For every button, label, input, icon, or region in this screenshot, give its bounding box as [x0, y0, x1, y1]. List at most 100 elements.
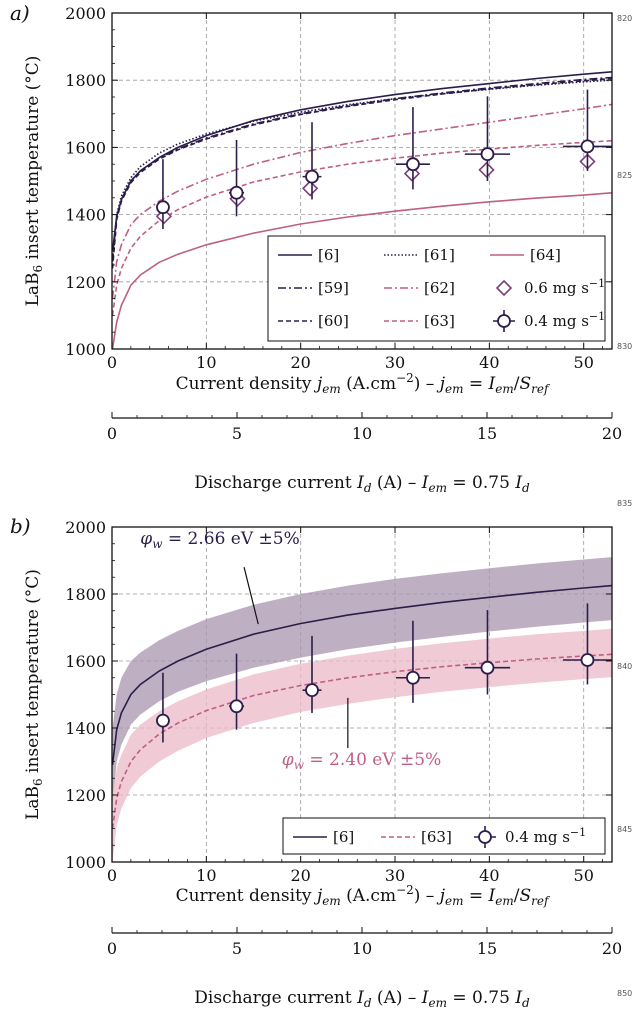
- sec-label-var: I: [514, 473, 522, 493]
- annotation-label: φw = 2.40 eV ±5%: [282, 750, 441, 772]
- legend-label: [63]: [424, 312, 455, 330]
- sec-label-text: = 0.75: [447, 473, 515, 493]
- legend-box: [267, 235, 606, 342]
- x-label-text: Current density: [176, 374, 317, 394]
- legend-label: [6]: [318, 246, 339, 264]
- sec-label-text: Discharge current: [194, 473, 357, 493]
- data-point-circle: [156, 713, 170, 728]
- legend-label: [63]: [421, 828, 452, 846]
- sec-label-sub: em: [429, 996, 447, 1010]
- sec-label-text: (A) –: [372, 988, 422, 1008]
- secondary-x-tick-label: 5: [232, 939, 242, 958]
- x-tick-label: 50: [574, 353, 594, 372]
- y-label-text: LaB: [23, 273, 43, 307]
- x-label-var: j: [313, 374, 323, 394]
- x-label-text: (A.cm: [341, 886, 396, 906]
- x-label-text: =: [463, 886, 488, 906]
- series-line-6: [111, 584, 613, 765]
- x-label-sub: ref: [531, 382, 551, 396]
- series-line-61: [111, 79, 613, 259]
- margin-number: 840: [617, 662, 632, 671]
- y-tick-label: 1600: [65, 138, 106, 157]
- legend-label: 0.4 mg s−1: [505, 826, 586, 846]
- margin-number: 820: [617, 14, 632, 23]
- secondary-x-tick-label: 15: [477, 424, 497, 443]
- legend-box: [282, 817, 606, 855]
- x-label-var: S: [519, 886, 531, 906]
- margin-line-numbers: 820 825 830 835 840 845 850: [617, 14, 632, 998]
- data-point-diamond: [478, 161, 495, 179]
- sec-label-var: I: [514, 988, 522, 1008]
- y-tick-label: 1200: [65, 273, 106, 292]
- x-label-sup: −2: [396, 883, 414, 897]
- secondary-x-tick-label: 5: [232, 424, 242, 443]
- data-point-circle: [580, 139, 595, 154]
- legend-label: [64]: [530, 246, 561, 264]
- data-point-circle: [229, 699, 244, 714]
- sec-label-sub: em: [429, 481, 447, 495]
- legend-swatch-diamond: [495, 279, 513, 297]
- margin-number: 850: [617, 989, 632, 998]
- y-axis-label: LaB6 insert temperature (°C): [23, 569, 45, 820]
- annotation-subscript: w: [152, 537, 163, 551]
- x-tick-label: 10: [196, 866, 216, 885]
- x-label-sup: −2: [396, 371, 414, 385]
- legend-label: [62]: [424, 279, 455, 297]
- y-label-text: insert temperature (°C): [23, 569, 43, 778]
- panel-tag: a): [10, 1, 30, 25]
- x-axis-label: Current density jem (A.cm−2) – jem = Iem…: [176, 371, 551, 396]
- x-label-var: I: [488, 374, 496, 394]
- x-label-var: S: [519, 374, 531, 394]
- legend: [6] [63] 0.4 mg s−1: [282, 817, 606, 855]
- y-label-text: insert temperature (°C): [23, 56, 43, 265]
- legend-label-sup: −1: [589, 310, 605, 323]
- y-tick-label: 1400: [65, 719, 106, 738]
- data-point-circle: [156, 200, 170, 215]
- legend-swatch-circle: [497, 314, 511, 328]
- legend-swatch-circle: [478, 830, 492, 844]
- x-label-text: (A.cm: [341, 374, 396, 394]
- secondary-x-axis-label: Discharge current Id (A) – Iem = 0.75 Id: [194, 473, 530, 495]
- legend: [6] [61] [64] [59] [62] 0.6 mg s−1 [60] [63] 0.4…: [267, 235, 606, 342]
- secondary-x-tick-label: 20: [602, 424, 622, 443]
- secondary-x-axis-label: Discharge current Id (A) – Iem = 0.75 Id: [194, 988, 530, 1010]
- x-tick-label: 0: [107, 866, 117, 885]
- data-point-circle: [480, 660, 495, 675]
- x-tick-label: 20: [290, 353, 310, 372]
- annotation-symbol: φ: [282, 750, 294, 770]
- x-label-sub: em: [495, 894, 513, 908]
- margin-number: 830: [617, 342, 632, 351]
- data-point-circle: [406, 670, 420, 685]
- x-label-var: I: [488, 886, 496, 906]
- secondary-x-tick-label: 0: [107, 424, 117, 443]
- x-tick-label: 40: [479, 353, 499, 372]
- annotation-subscript: w: [294, 758, 305, 772]
- series-line-62: [111, 103, 613, 299]
- legend-label: [6]: [333, 828, 354, 846]
- x-tick-label: 30: [385, 866, 405, 885]
- x-label-text: /: [514, 374, 520, 394]
- series-line-60: [111, 77, 613, 269]
- x-label-text: Current density: [176, 886, 317, 906]
- margin-number: 845: [617, 825, 632, 834]
- y-tick-label: 1000: [65, 853, 106, 872]
- data-point-circle: [480, 147, 495, 162]
- x-label-sub: ref: [531, 894, 551, 908]
- annotation-value: = 2.66 eV ±5%: [162, 529, 299, 549]
- x-tick-label: 30: [385, 353, 405, 372]
- sec-label-sub: d: [364, 481, 372, 495]
- annotation-symbol: φ: [140, 529, 152, 549]
- x-label-var: j: [313, 886, 323, 906]
- y-tick-label: 1200: [65, 786, 106, 805]
- y-axis-label: LaB6 insert temperature (°C): [23, 56, 45, 307]
- sec-label-var: I: [421, 473, 429, 493]
- sec-label-sub: d: [364, 996, 372, 1010]
- panel-tag: b): [10, 514, 31, 538]
- sec-label-sub: d: [522, 996, 530, 1010]
- x-label-text: /: [514, 886, 520, 906]
- x-label-sub: em: [495, 382, 513, 396]
- x-label-text: ) –: [414, 886, 440, 906]
- y-tick-label: 1400: [65, 206, 106, 225]
- y-label-text: LaB: [23, 786, 43, 820]
